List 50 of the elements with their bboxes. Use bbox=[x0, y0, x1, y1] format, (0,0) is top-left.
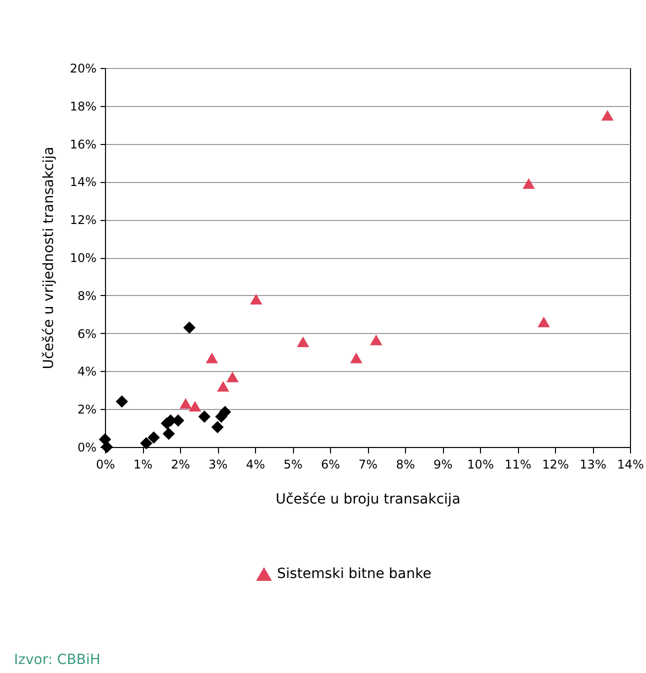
y-axis-title: Učešće u vrijednosti transakcija bbox=[40, 146, 57, 370]
x-axis-title: Učešće u broju transakcija bbox=[276, 492, 460, 508]
point bbox=[100, 440, 113, 454]
y-tick-label: 8% bbox=[77, 288, 96, 303]
x-tick-label: 14% bbox=[617, 458, 644, 472]
y-tick-label: 20% bbox=[70, 62, 96, 76]
y-tick-label: 14% bbox=[70, 175, 96, 190]
y-tick-label: 0% bbox=[77, 440, 96, 454]
point bbox=[140, 437, 152, 450]
x-tick-label: 7% bbox=[358, 458, 378, 472]
x-tick-label: 12% bbox=[542, 458, 569, 472]
x-tick-label: 8% bbox=[396, 458, 416, 472]
point bbox=[250, 294, 262, 304]
point bbox=[183, 321, 196, 334]
point bbox=[211, 420, 224, 434]
legend-label: Sistemski bitne banke bbox=[277, 566, 432, 582]
point bbox=[206, 352, 218, 364]
point bbox=[226, 372, 239, 382]
y-tick-label: 10% bbox=[70, 251, 96, 265]
text: Izvor: CBBiH bbox=[14, 652, 100, 668]
x-tick-label: 4% bbox=[246, 458, 266, 472]
x-tick-label: 1% bbox=[133, 458, 153, 472]
point bbox=[180, 398, 192, 409]
point bbox=[370, 334, 382, 346]
x-tick-label: 0% bbox=[96, 458, 116, 472]
point bbox=[198, 410, 210, 423]
point bbox=[296, 336, 310, 348]
y-tick-label: 6% bbox=[77, 326, 96, 341]
point bbox=[148, 431, 160, 444]
y-tick-label: 16% bbox=[70, 137, 96, 152]
y-tick-label: 2% bbox=[77, 402, 96, 417]
x-tick-label: 10% bbox=[467, 458, 494, 472]
x-tick-label: 9% bbox=[433, 458, 453, 472]
point bbox=[350, 352, 362, 364]
x-tick-label: 2% bbox=[170, 458, 190, 472]
point bbox=[116, 395, 128, 408]
point bbox=[601, 110, 614, 121]
point bbox=[188, 400, 202, 412]
point bbox=[217, 381, 230, 392]
x-tick-label: 5% bbox=[283, 458, 303, 472]
x-tick-label: 3% bbox=[208, 458, 228, 472]
y-tick-label: 4% bbox=[77, 364, 96, 379]
x-tick-label: 6% bbox=[320, 458, 340, 472]
x-tick-label: 13% bbox=[580, 458, 606, 472]
x-tick-label: 11% bbox=[504, 458, 532, 472]
point bbox=[522, 178, 535, 189]
y-tick-label: 18% bbox=[70, 99, 96, 114]
y-tick-label: 12% bbox=[70, 213, 96, 228]
point bbox=[538, 316, 550, 328]
point bbox=[162, 428, 175, 440]
